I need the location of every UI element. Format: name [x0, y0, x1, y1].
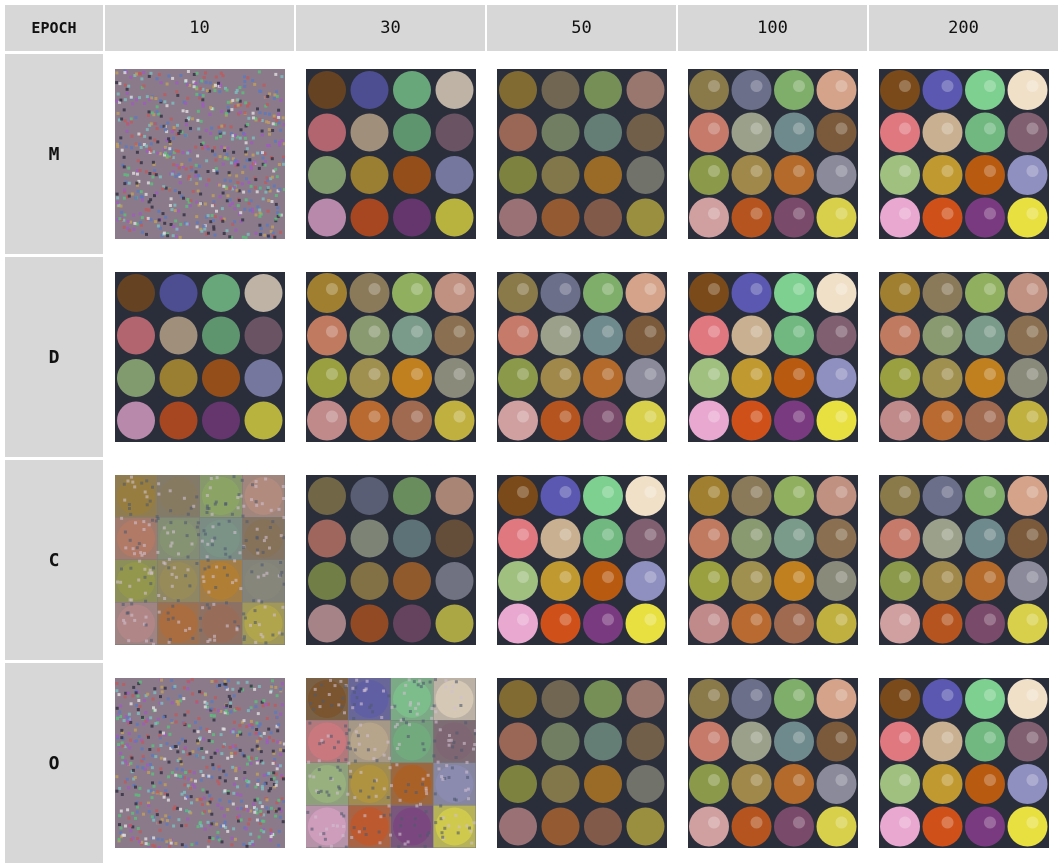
sample-cell: [487, 54, 676, 254]
sample-image-grid: [496, 678, 667, 848]
sample-image-grid: [305, 272, 476, 442]
row-label: C: [5, 460, 103, 660]
sample-image-grid: [878, 475, 1049, 645]
sample-cell: [296, 460, 485, 660]
noise-sample-image: [114, 678, 285, 848]
sample-cell: [869, 54, 1058, 254]
sample-cell: [869, 460, 1058, 660]
sample-cell: [678, 257, 867, 457]
sample-cell: [487, 460, 676, 660]
noise-sample-image: [114, 69, 285, 239]
sample-cell: [678, 663, 867, 863]
sample-image-grid: [305, 69, 476, 239]
sample-image-grid: [687, 475, 858, 645]
sample-cell: [869, 257, 1058, 457]
row-label: O: [5, 663, 103, 863]
sample-image-grid: [496, 272, 667, 442]
sample-cell: [869, 663, 1058, 863]
sample-cell: [105, 54, 294, 254]
sample-cell: [678, 460, 867, 660]
sample-cell: [487, 257, 676, 457]
sample-cell: [487, 663, 676, 863]
row-label: M: [5, 54, 103, 254]
column-header-epoch: 30: [296, 5, 485, 51]
column-header-epoch: 200: [869, 5, 1058, 51]
sample-image-grid: [496, 475, 667, 645]
sample-image-grid: [878, 272, 1049, 442]
sample-image-grid: [305, 475, 476, 645]
sample-cell: [296, 54, 485, 254]
sample-image-grid: [114, 272, 285, 442]
column-header-epoch: 100: [678, 5, 867, 51]
sample-image-grid: [687, 69, 858, 239]
sample-image-grid: [114, 475, 285, 645]
sample-image-grid: [305, 678, 476, 848]
epoch-header-label: EPOCH: [5, 5, 103, 51]
column-header-epoch: 50: [487, 5, 676, 51]
row-label: D: [5, 257, 103, 457]
sample-cell: [105, 663, 294, 863]
sample-cell: [105, 257, 294, 457]
sample-image-grid: [687, 272, 858, 442]
sample-image-grid: [878, 69, 1049, 239]
sample-cell: [105, 460, 294, 660]
sample-cell: [678, 54, 867, 254]
sample-image-grid: [687, 678, 858, 848]
sample-cell: [296, 257, 485, 457]
sample-image-grid: [878, 678, 1049, 848]
sample-cell: [296, 663, 485, 863]
sample-image-grid: [496, 69, 667, 239]
column-header-epoch: 10: [105, 5, 294, 51]
